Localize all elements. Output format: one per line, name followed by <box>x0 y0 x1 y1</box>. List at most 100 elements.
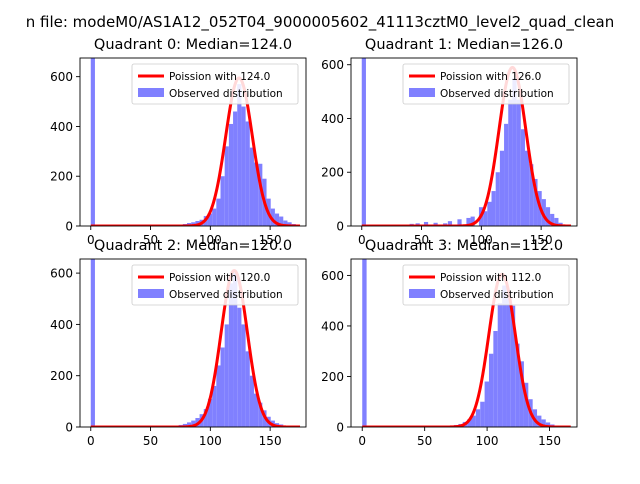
histogram-bar <box>220 347 225 427</box>
x-tick-label: 50 <box>414 233 429 247</box>
histogram-bar <box>524 150 530 226</box>
legend-box <box>402 63 570 105</box>
histogram-bar <box>224 146 229 226</box>
axes-frame <box>79 57 307 227</box>
y-tick-label: 400 <box>321 112 344 126</box>
x-tick-label: 50 <box>143 233 158 247</box>
figure-suptitle: n file: modeM0/AS1A12_052T04_9000005602_… <box>26 13 615 32</box>
x-tick-label: 150 <box>259 233 282 247</box>
histogram-bar <box>497 303 503 427</box>
quadrant-2-axes: 0 50 100 150 0 200 400 600 Poission with 120.0 Ob… <box>50 238 307 448</box>
histogram-bar <box>529 164 534 226</box>
histogram-bar <box>191 420 196 427</box>
histogram-bar <box>466 217 471 226</box>
histogram-bar <box>224 324 229 427</box>
histogram-bar <box>245 121 250 226</box>
plot-area <box>361 259 572 427</box>
histogram-bar <box>471 415 476 427</box>
histogram-bar <box>545 422 551 427</box>
histogram-bar <box>249 147 254 226</box>
axes-frame <box>350 57 578 227</box>
histogram-bar <box>520 129 525 226</box>
histogram-bar <box>541 419 546 427</box>
legend: Poission with 124.0 Observed distribution <box>131 63 299 105</box>
y-tick-label: 600 <box>50 267 73 281</box>
x-tick-label: 150 <box>259 434 282 448</box>
x-tick-label: 150 <box>538 434 561 448</box>
legend-entry-observed: Observed distribution <box>169 289 283 301</box>
histogram-bar <box>241 324 246 427</box>
histogram-bar <box>207 213 213 226</box>
histogram-bar <box>493 331 498 427</box>
y-tick-label: 200 <box>50 369 73 383</box>
quadrant-1-axes: 0 50 100 150 0 200 400 600 Poission with 126.0 Ob… <box>321 37 578 247</box>
axes-frame <box>79 258 307 428</box>
histogram-bar <box>216 365 221 427</box>
legend-box <box>131 63 299 105</box>
y-tick-label: 600 <box>321 269 344 283</box>
x-tick-label: 0 <box>358 233 366 247</box>
legend: Poission with 126.0 Observed distribution <box>402 63 570 105</box>
histogram-bar <box>216 198 221 226</box>
legend: Poission with 112.0 Observed distribution <box>402 264 570 306</box>
histogram-bar <box>220 176 225 226</box>
histogram-bar <box>519 361 524 427</box>
histogram-bar <box>504 123 509 226</box>
poisson-curve <box>89 269 301 427</box>
histogram-bar <box>545 207 551 226</box>
histogram-bar <box>523 382 529 427</box>
legend-box <box>402 264 570 306</box>
histogram-bar <box>279 216 284 226</box>
legend-entry-observed: Observed distribution <box>440 289 554 301</box>
histogram-bar <box>187 422 192 427</box>
histogram-bar <box>475 409 481 427</box>
y-tick-label: 400 <box>50 120 73 134</box>
histogram-bar <box>241 106 246 226</box>
legend-patch-swatch <box>138 289 164 298</box>
histogram-bar <box>90 259 95 427</box>
histogram-bar <box>287 222 292 226</box>
y-tick-label: 600 <box>50 70 73 84</box>
x-tick-label: 100 <box>476 434 499 448</box>
histogram-bar <box>537 415 542 427</box>
x-tick-label: 100 <box>470 233 493 247</box>
y-tick-label: 0 <box>336 421 344 435</box>
histogram-bar <box>467 419 472 427</box>
legend-patch-swatch <box>138 88 164 97</box>
y-tick-label: 0 <box>65 220 73 234</box>
histogram-bar <box>362 259 367 427</box>
plot-area <box>89 259 301 427</box>
histogram-bar <box>495 172 500 226</box>
quadrant-title: Quadrant 1: Median=126.0 <box>365 37 563 53</box>
histogram-bar <box>237 307 242 427</box>
histogram-bar <box>228 283 234 427</box>
histogram-bar <box>423 221 429 226</box>
histogram-bar <box>487 201 492 226</box>
histogram-bar <box>212 208 217 226</box>
quadrant-title: Quadrant 0: Median=124.0 <box>94 37 292 53</box>
x-tick-label: 0 <box>87 233 95 247</box>
histogram-bar <box>233 111 238 226</box>
poisson-curve <box>361 272 572 427</box>
legend-entry-observed: Observed distribution <box>169 88 283 100</box>
legend-box <box>131 264 299 306</box>
histogram-bar <box>228 123 234 226</box>
histogram-bar <box>506 298 511 427</box>
histogram-bar <box>483 211 488 226</box>
legend: Poission with 120.0 Observed distribution <box>131 264 299 306</box>
histogram-bar <box>258 163 263 226</box>
histogram-bar <box>515 343 520 427</box>
x-tick-label: 100 <box>199 434 222 448</box>
histogram-bar <box>274 213 280 226</box>
histogram-bar <box>550 213 555 226</box>
histogram-bar <box>484 381 489 427</box>
y-tick-label: 200 <box>50 170 73 184</box>
x-tick-label: 150 <box>530 233 553 247</box>
histogram-bar <box>249 375 254 427</box>
histogram-bar <box>258 402 263 427</box>
histogram-bar <box>499 150 505 226</box>
legend-patch-swatch <box>409 289 435 298</box>
x-tick-label: 0 <box>87 434 95 448</box>
histogram-bar <box>203 409 208 427</box>
